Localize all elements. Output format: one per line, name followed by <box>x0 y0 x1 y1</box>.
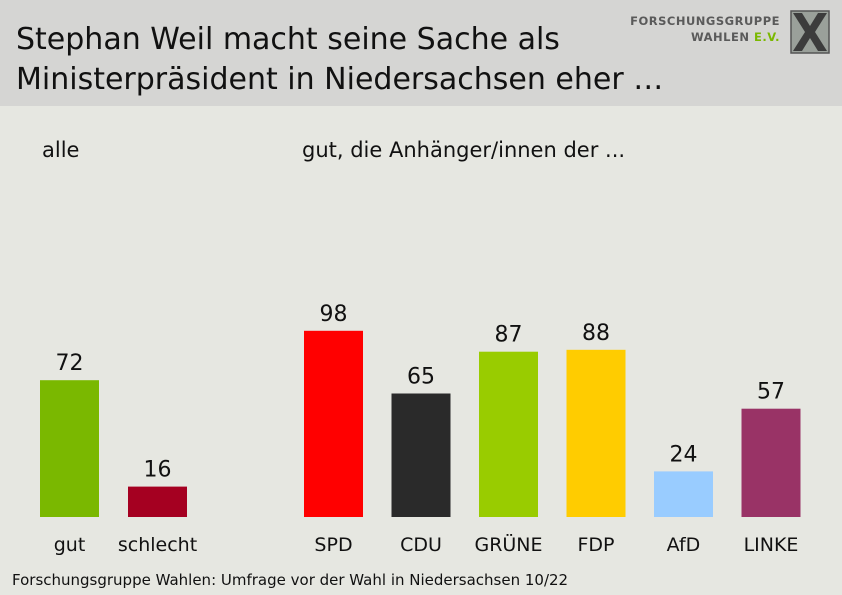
category-label-linke: LINKE <box>744 534 799 556</box>
bar-grüne <box>479 351 538 517</box>
logo: FORSCHUNGSGRUPPE WAHLEN E.V. <box>630 8 836 54</box>
value-label-cdu: 65 <box>407 365 435 390</box>
logo-text-wahlen: WAHLEN <box>690 30 750 44</box>
bar-chart: 72 gut 16 schlecht 98 SPD 65 CDU 87 GRÜNE 88 FDP 24 A… <box>40 302 801 556</box>
bar-afd <box>654 471 713 517</box>
value-label-linke: 57 <box>757 380 785 405</box>
logo-text-line1: FORSCHUNGSGRUPPE <box>630 14 780 28</box>
value-label-afd: 24 <box>670 442 698 467</box>
logo-text-line2: WAHLEN E.V. <box>691 30 780 44</box>
header-band: Stephan Weil macht seine Sache als Minis… <box>0 0 842 106</box>
value-label-spd: 98 <box>320 302 348 327</box>
bar-gut <box>40 380 99 517</box>
value-label-grüne: 87 <box>495 323 523 348</box>
bar-fdp <box>566 349 626 517</box>
category-label-spd: SPD <box>314 534 352 556</box>
panel-label-all: alle <box>42 138 80 162</box>
panel-label-supporters: gut, die Anhänger/innen der ... <box>302 138 626 162</box>
value-label-gut: 72 <box>56 351 84 376</box>
value-label-fdp: 88 <box>582 321 610 346</box>
bar-spd <box>304 330 363 517</box>
category-label-afd: AfD <box>667 534 701 556</box>
bar-schlecht <box>128 486 187 517</box>
category-label-fdp: FDP <box>577 534 614 556</box>
bar-linke <box>741 408 801 517</box>
bar-cdu <box>391 393 451 517</box>
category-label-cdu: CDU <box>400 534 442 556</box>
value-label-schlecht: 16 <box>144 458 172 483</box>
fgw-x-logo-icon <box>790 10 830 54</box>
category-label-gut: gut <box>54 534 86 556</box>
category-label-schlecht: schlecht <box>118 534 197 556</box>
chart-title: Stephan Weil macht seine Sache als Minis… <box>16 22 664 97</box>
source-note: Forschungsgruppe Wahlen: Umfrage vor der… <box>12 571 569 589</box>
logo-text-ev: E.V. <box>753 30 780 44</box>
category-label-grüne: GRÜNE <box>474 533 542 556</box>
